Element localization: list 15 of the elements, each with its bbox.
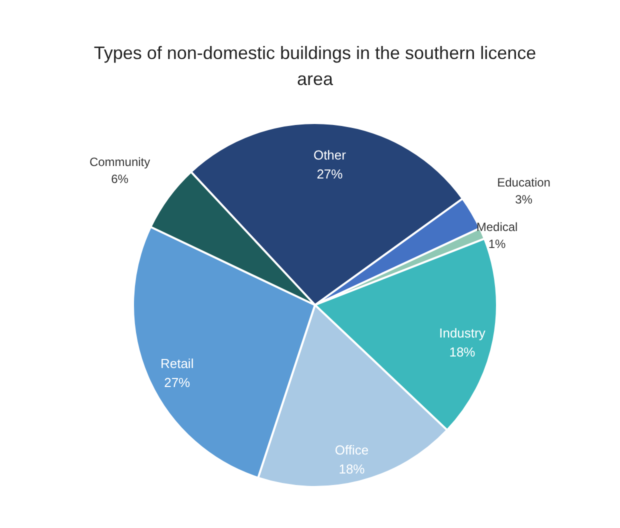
chart-title: Types of non-domestic buildings in the southern licence area (92, 42, 538, 91)
slice-label: Retail (160, 356, 194, 372)
slice-label: Education (497, 176, 550, 190)
slice-label: Industry (439, 326, 486, 341)
slice-label: Medical (476, 220, 518, 234)
data-label: 27% (316, 166, 344, 182)
data-label: 3% (515, 192, 533, 207)
data-label: 18% (449, 344, 476, 360)
data-label: 6% (111, 172, 129, 186)
slice-label: Other (313, 148, 347, 163)
data-label: 27% (164, 375, 191, 390)
slice-label: Community (89, 154, 150, 169)
data-label: 1% (488, 237, 506, 252)
data-label: 18% (338, 461, 366, 476)
slice-label: Office (334, 442, 369, 458)
